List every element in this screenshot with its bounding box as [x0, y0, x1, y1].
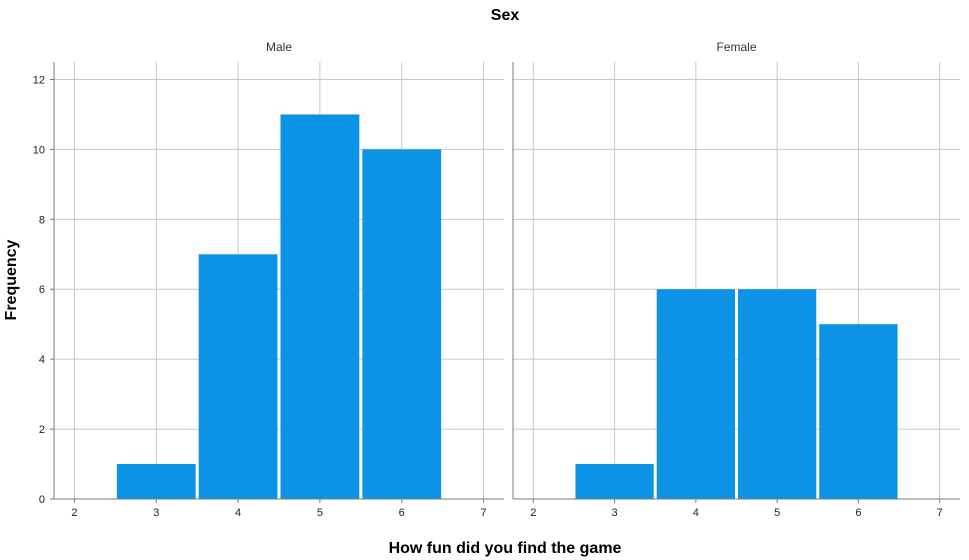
x-tick-label: 4 — [235, 507, 241, 519]
panels: Male 2 3 4 5 6 7 0 2 4 6 8 10 12 Female 2 3 4 5 6 7 — [33, 40, 960, 519]
x-tick-label: 5 — [774, 507, 780, 519]
x-tick-label: 5 — [317, 507, 323, 519]
y-tick-label: 4 — [39, 354, 45, 366]
y-tick-label: 6 — [39, 284, 45, 296]
y-tick-label: 10 — [33, 144, 45, 156]
bar — [116, 464, 196, 499]
bar — [362, 149, 442, 499]
panel-female: Female 2 3 4 5 6 7 — [512, 40, 960, 519]
chart-title: Sex — [491, 7, 520, 24]
panel-male: Male 2 3 4 5 6 7 0 2 4 6 8 10 12 — [33, 40, 504, 519]
y-tick-label: 2 — [39, 424, 45, 436]
x-tick-label: 7 — [937, 507, 943, 519]
panel-label: Female — [716, 40, 756, 54]
bar — [819, 324, 898, 499]
bar — [738, 289, 817, 499]
bar — [280, 114, 360, 499]
y-axis-label: Frequency — [3, 239, 20, 320]
y-tick-label: 0 — [39, 494, 45, 506]
y-tick-label: 12 — [33, 74, 45, 86]
x-tick-label: 2 — [71, 507, 77, 519]
x-tick-label: 3 — [153, 507, 159, 519]
x-tick-label: 3 — [612, 507, 618, 519]
x-tick-label: 4 — [693, 507, 699, 519]
x-tick-label: 6 — [855, 507, 861, 519]
bar — [656, 289, 735, 499]
bar — [575, 464, 654, 499]
x-axis-label: How fun did you find the game — [389, 540, 622, 557]
y-tick-label: 8 — [39, 214, 45, 226]
x-tick-label: 2 — [530, 507, 536, 519]
x-tick-label: 7 — [480, 507, 486, 519]
bar — [198, 254, 278, 499]
x-tick-label: 6 — [399, 507, 405, 519]
panel-label: Male — [266, 40, 292, 54]
